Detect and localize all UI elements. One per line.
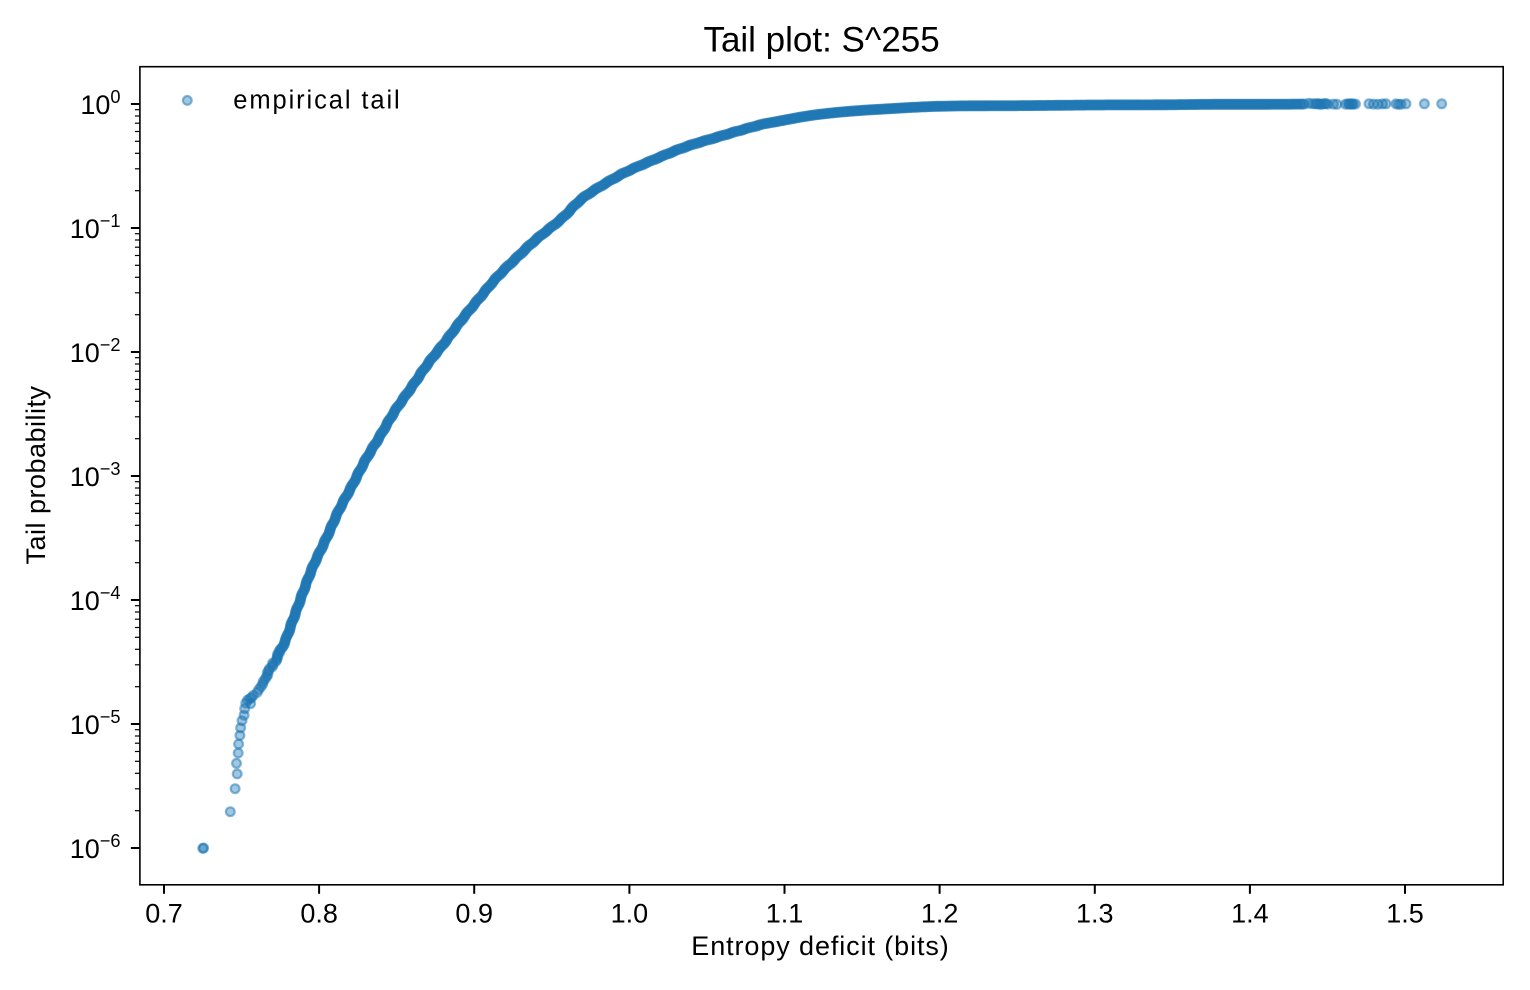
svg-text:Tail plot: S^255: Tail plot: S^255 — [703, 20, 939, 59]
svg-text:empirical tail: empirical tail — [233, 86, 401, 114]
svg-text:1.4: 1.4 — [1231, 899, 1269, 929]
svg-text:1.0: 1.0 — [611, 899, 649, 929]
svg-text:0.8: 0.8 — [300, 899, 338, 929]
svg-text:1.1: 1.1 — [766, 899, 804, 929]
svg-text:Tail probability: Tail probability — [21, 385, 51, 564]
svg-text:0.7: 0.7 — [145, 899, 183, 929]
svg-text:0.9: 0.9 — [455, 899, 493, 929]
svg-text:1.3: 1.3 — [1076, 899, 1114, 929]
svg-text:Entropy deficit (bits): Entropy deficit (bits) — [691, 931, 949, 961]
svg-text:10−4: 10−4 — [70, 583, 121, 616]
svg-text:1.5: 1.5 — [1386, 899, 1424, 929]
svg-text:1.2: 1.2 — [921, 899, 959, 929]
